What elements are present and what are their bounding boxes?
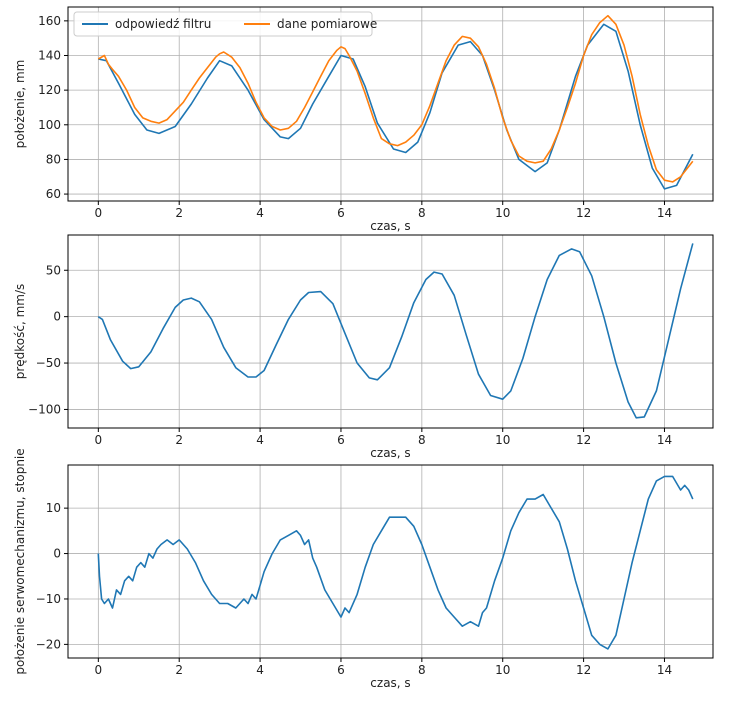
y-tick-label: 10 <box>46 501 61 515</box>
x-axis-label: czas, s <box>370 446 410 460</box>
x-tick-label: 6 <box>337 206 345 220</box>
x-tick-label: 12 <box>576 663 591 677</box>
x-tick-label: 4 <box>256 206 264 220</box>
x-tick-label: 0 <box>95 433 103 447</box>
x-tick-label: 6 <box>337 433 345 447</box>
x-tick-label: 14 <box>657 663 672 677</box>
x-tick-label: 8 <box>418 433 426 447</box>
x-axis-label: czas, s <box>370 676 410 690</box>
servo-panel: 0 2 4 6 8 10 12 14 −20 −10 0 10 czas, s położenie ser… <box>13 448 714 690</box>
y-axis-label: położenie, mm <box>13 60 27 149</box>
x-tick-label: 4 <box>256 663 264 677</box>
series-line-measured <box>97 14 694 183</box>
y-axis-label: położenie serwomechanizmu, stopnie <box>13 448 27 674</box>
legend-box <box>73 11 373 37</box>
x-tick-label: 14 <box>657 206 672 220</box>
x-tick-label: 2 <box>175 433 183 447</box>
x-tick-label: 2 <box>175 206 183 220</box>
y-tick-label: 50 <box>46 263 61 277</box>
x-tick-label: 0 <box>95 206 103 220</box>
position-panel: 0 2 4 6 8 10 12 14 60 80 100 120 140 160 czas, s położe… <box>13 6 714 233</box>
x-tick-label: 8 <box>418 206 426 220</box>
series-line-filter <box>98 23 694 190</box>
plot-frame <box>67 234 714 429</box>
y-tick-label: 160 <box>38 14 61 28</box>
legend-entry: odpowiedź filtru <box>115 17 211 31</box>
y-tick-label: −10 <box>36 592 61 606</box>
x-tick-label: 10 <box>495 206 510 220</box>
legend-entry: dane pomiarowe <box>277 17 377 31</box>
legend: odpowiedź filtru dane pomiarowe <box>73 11 377 37</box>
y-tick-label: 120 <box>38 83 61 97</box>
y-tick-label: −50 <box>36 356 61 370</box>
x-tick-label: 0 <box>95 663 103 677</box>
y-tick-label: 60 <box>46 187 61 201</box>
y-tick-label: 0 <box>53 547 61 561</box>
series-line-filter <box>97 475 694 650</box>
plot-frame <box>67 464 714 659</box>
y-tick-label: −20 <box>36 637 61 651</box>
x-axis-label: czas, s <box>370 219 410 233</box>
x-tick-label: 12 <box>576 433 591 447</box>
plot-frame <box>67 6 714 202</box>
y-tick-label: −100 <box>28 402 61 416</box>
y-axis-label: prędkość, mm/s <box>13 284 27 380</box>
x-tick-label: 12 <box>576 206 591 220</box>
x-tick-label: 10 <box>495 663 510 677</box>
y-tick-label: 0 <box>53 310 61 324</box>
x-tick-label: 4 <box>256 433 264 447</box>
y-tick-label: 80 <box>46 152 61 166</box>
y-tick-label: 140 <box>38 49 61 63</box>
x-tick-label: 8 <box>418 663 426 677</box>
y-tick-label: 100 <box>38 118 61 132</box>
x-tick-label: 10 <box>495 433 510 447</box>
velocity-panel: 0 2 4 6 8 10 12 14 −100 −50 0 50 czas, s prędkość, mm… <box>13 234 714 460</box>
x-tick-label: 14 <box>657 433 672 447</box>
x-tick-label: 2 <box>175 663 183 677</box>
x-tick-label: 6 <box>337 663 345 677</box>
series-line-filter <box>97 243 694 419</box>
